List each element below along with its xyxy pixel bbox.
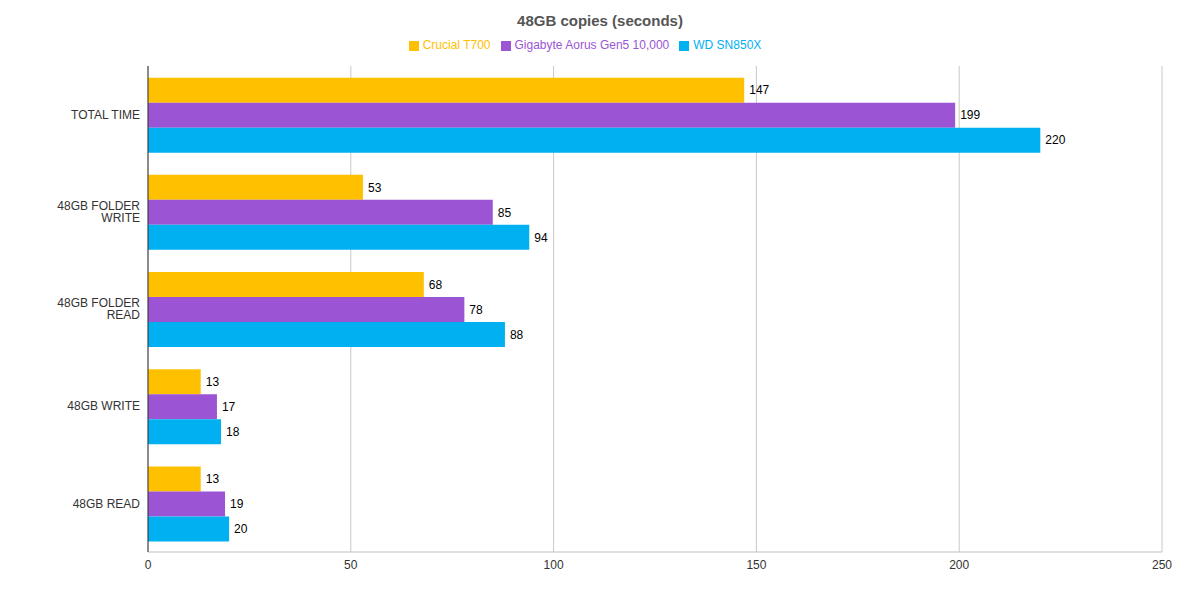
svg-text:48GB FOLDERREAD: 48GB FOLDERREAD [57,296,140,322]
html-text:48GB copies (seconds): 48GB copies (seconds) [517,12,683,29]
svg-text:20: 20 [234,522,248,536]
svg-text:48GB WRITE: 48GB WRITE [67,399,140,413]
svg-text:0: 0 [145,558,152,572]
svg-text:88: 88 [510,328,524,342]
svg-text:200: 200 [949,558,969,572]
svg-text:199: 199 [960,108,980,122]
html-text:Crucial T700: Crucial T700 [422,38,491,52]
svg-text:13: 13 [206,472,220,486]
svg-text:19: 19 [230,497,244,511]
svg-text:68: 68 [429,278,443,292]
svg-text:147: 147 [749,83,769,97]
html-text:Gigabyte Aorus Gen5 10,000: Gigabyte Aorus Gen5 10,000 [514,38,670,52]
svg-text:78: 78 [469,303,483,317]
svg-text:85: 85 [498,206,512,220]
svg-text:17: 17 [222,400,236,414]
svg-text:48GB FOLDERWRITE: 48GB FOLDERWRITE [57,199,140,225]
svg-text:53: 53 [368,181,382,195]
svg-text:94: 94 [534,231,548,245]
svg-text:48GB READ: 48GB READ [73,497,141,511]
svg-text:100: 100 [544,558,564,572]
html-text:WD SN850X: WD SN850X [693,38,762,52]
svg-text:TOTAL TIME: TOTAL TIME [71,108,140,122]
svg-text:250: 250 [1152,558,1172,572]
svg-text:18: 18 [226,425,240,439]
svg-text:13: 13 [206,375,220,389]
svg-text:50: 50 [344,558,358,572]
svg-text:220: 220 [1045,133,1065,147]
svg-text:150: 150 [746,558,766,572]
